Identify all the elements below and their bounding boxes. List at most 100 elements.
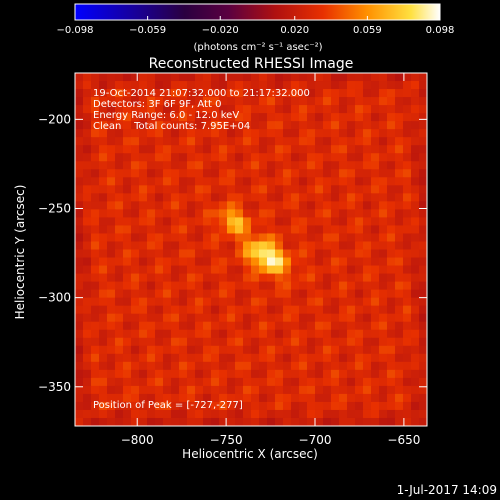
heatmap-cell [355, 393, 364, 403]
heatmap-cell [283, 233, 292, 243]
heatmap-cell [379, 105, 388, 114]
heatmap-cell [235, 305, 244, 315]
heatmap-cell [203, 81, 212, 90]
heatmap-cell [403, 217, 412, 227]
heatmap-cell [243, 121, 252, 130]
heatmap-cell [171, 329, 180, 339]
heatmap-cell [139, 313, 148, 323]
heatmap-cell [235, 385, 244, 395]
heatmap-cell [195, 297, 204, 307]
heatmap-cell [259, 281, 268, 291]
heatmap-cell [387, 137, 396, 146]
heatmap-cell [283, 369, 292, 379]
heatmap-cell [123, 225, 132, 235]
heatmap-cell [419, 81, 427, 90]
heatmap-cell [347, 273, 356, 283]
heatmap-cell [403, 177, 412, 186]
heatmap-cell [251, 409, 260, 419]
heatmap-cell [83, 169, 92, 178]
heatmap-cell [75, 345, 84, 355]
heatmap-cell [395, 201, 404, 210]
heatmap-cell [219, 169, 228, 178]
heatmap-cell [251, 97, 260, 106]
heatmap-cell [323, 409, 332, 419]
heatmap-cell [419, 129, 427, 138]
heatmap-cell [379, 97, 388, 106]
heatmap-cell [211, 273, 220, 283]
heatmap-cell [283, 249, 292, 259]
heatmap-cell [163, 73, 172, 82]
heatmap-cell [291, 193, 300, 202]
heatmap-cell [139, 401, 148, 411]
heatmap-cell [187, 145, 196, 154]
heatmap-cell [211, 289, 220, 299]
colorbar: −0.098 −0.059 −0.020 0.020 0.059 0.098 (photo… [56, 3, 454, 53]
heatmap-cell [363, 81, 372, 90]
heatmap-cell [283, 385, 292, 395]
heatmap-cell [163, 313, 172, 323]
heatmap-cell [123, 369, 132, 379]
heatmap-cell [355, 265, 364, 275]
heatmap-cell [211, 137, 220, 146]
heatmap-cell [419, 265, 427, 275]
heatmap-cell [83, 161, 92, 170]
heatmap-cell [171, 417, 180, 426]
heatmap-cell [219, 209, 228, 219]
x-tick-label: −700 [299, 433, 332, 447]
heatmap-cell [355, 161, 364, 170]
heatmap-cell [179, 385, 188, 395]
heatmap-cell [219, 273, 228, 283]
heatmap-cell [99, 153, 108, 162]
heatmap-cell [171, 361, 180, 371]
heatmap-cell [147, 273, 156, 283]
heatmap-cell [331, 401, 340, 411]
heatmap-cell [315, 353, 324, 363]
heatmap-cell [211, 225, 220, 235]
heatmap-cell [355, 201, 364, 210]
heatmap-cell [115, 353, 124, 363]
heatmap-cell [155, 113, 164, 122]
heatmap-cell [347, 337, 356, 347]
heatmap-cell [331, 297, 340, 307]
heatmap-cell [187, 233, 196, 243]
heatmap-cell [283, 153, 292, 162]
heatmap-cell [171, 345, 180, 355]
heatmap-cell [299, 409, 308, 419]
heatmap-cell [315, 241, 324, 251]
heatmap-cell [307, 241, 316, 251]
heatmap-cell [355, 305, 364, 315]
heatmap-cell [147, 385, 156, 395]
heatmap-cell [315, 233, 324, 243]
heatmap-cell [139, 377, 148, 387]
heatmap-cell [219, 385, 228, 395]
heatmap-cell [259, 313, 268, 323]
heatmap-cell [411, 161, 420, 170]
heatmap-cell [75, 305, 84, 315]
heatmap-cell [403, 169, 412, 178]
heatmap-cell [363, 113, 372, 122]
heatmap-cell [187, 297, 196, 307]
heatmap-cell [275, 321, 284, 331]
heatmap-cell [283, 393, 292, 403]
heatmap-cell [155, 225, 164, 235]
heatmap-cell [195, 393, 204, 403]
heatmap-cell [299, 217, 308, 227]
heatmap-cell [147, 137, 156, 146]
heatmap-cell [403, 145, 412, 154]
heatmap-cell [259, 289, 268, 299]
heatmap-cell [203, 329, 212, 339]
heatmap-cell [155, 241, 164, 251]
heatmap-cell [187, 377, 196, 387]
heatmap-cell [275, 241, 284, 251]
heatmap-cell [187, 361, 196, 371]
heatmap-cell [395, 97, 404, 106]
heatmap-cell [275, 361, 284, 371]
heatmap-cell [291, 217, 300, 227]
heatmap-cell [147, 233, 156, 243]
heatmap-cell [147, 201, 156, 210]
heatmap-cell [323, 297, 332, 307]
heatmap-cell [323, 209, 332, 219]
heatmap-cell [323, 153, 332, 162]
heatmap-cell [299, 313, 308, 323]
